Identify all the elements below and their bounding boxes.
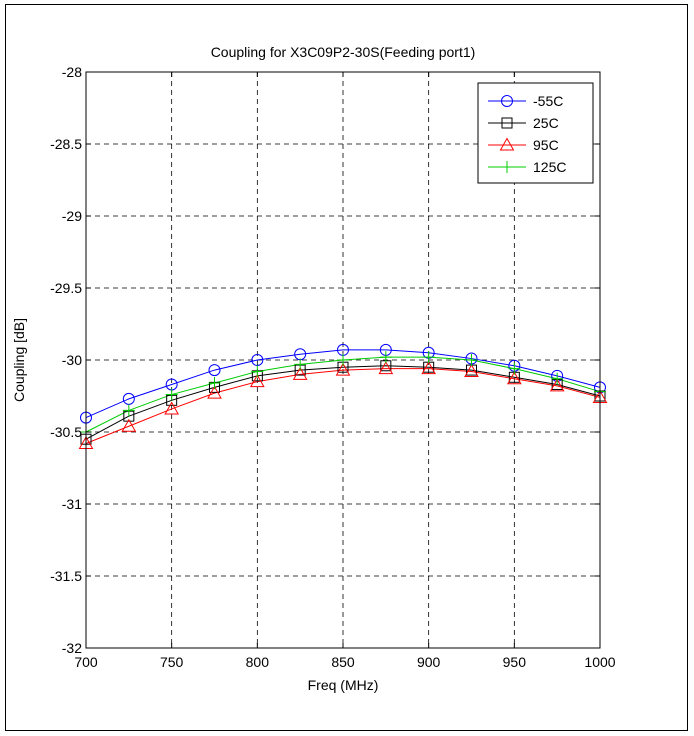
x-tick-label: 900 xyxy=(417,654,441,670)
series-line-125C xyxy=(85,356,601,433)
data-point-95C xyxy=(549,378,565,392)
data-point-95C xyxy=(421,361,437,375)
data-point-125C xyxy=(165,388,178,401)
data-point-125C xyxy=(251,365,264,378)
x-tick-label: 1000 xyxy=(584,654,615,670)
data-point-125C xyxy=(465,354,478,366)
data-point-95C xyxy=(506,371,522,385)
tick-labels: 700 750 800 850 900 950 1000 -32 -31.5 -31 -30.5 -3… xyxy=(50,64,616,670)
data-point-125C xyxy=(379,351,392,364)
data-point-95C xyxy=(164,401,180,415)
data-point-95C xyxy=(292,366,308,380)
legend-label-95C: 95C xyxy=(533,137,559,153)
data-point-95C xyxy=(249,374,265,388)
y-tick-label: -31 xyxy=(62,496,82,512)
x-tick-label: 950 xyxy=(503,654,527,670)
x-tick-label: 700 xyxy=(74,654,98,670)
series-line-95C xyxy=(85,368,601,444)
legend-label--55C: -55C xyxy=(533,93,563,109)
data-point-125C xyxy=(294,358,307,371)
data-point-95C xyxy=(464,364,479,378)
x-tick-label: 800 xyxy=(246,654,270,670)
legend-marker--55C xyxy=(501,95,513,107)
data-point-125C xyxy=(337,354,349,366)
series-line-25C xyxy=(85,365,601,440)
data-point--55C xyxy=(122,392,135,405)
data-point-125C xyxy=(508,362,521,375)
x-tick-label: 750 xyxy=(160,654,184,670)
legend-box xyxy=(477,82,594,184)
data-point-95C xyxy=(378,361,394,375)
data-point-125C xyxy=(122,404,135,417)
y-tick-label: -29.5 xyxy=(50,280,82,296)
data-point-125C xyxy=(551,372,564,385)
axes xyxy=(85,71,601,649)
y-tick-label: -32 xyxy=(62,640,82,656)
data-point-95C xyxy=(207,385,222,399)
data-point--55C xyxy=(208,364,221,377)
y-tick-label: -30 xyxy=(62,352,82,368)
legend: -55C 25C 95C 125C xyxy=(477,82,594,184)
data-point-125C xyxy=(422,351,435,364)
y-tick-label: -28.5 xyxy=(50,136,82,152)
legend-marker-125C xyxy=(501,161,513,173)
legend-label-125C: 125C xyxy=(533,159,566,175)
x-tick-label: 850 xyxy=(331,654,355,670)
chart-title: Coupling for X3C09P2-30S(Feeding port1) xyxy=(211,44,476,60)
legend-marker-95C xyxy=(499,137,515,151)
data-point-95C xyxy=(335,362,351,376)
data-point-95C xyxy=(121,418,137,432)
data-point-125C xyxy=(208,377,221,390)
y-tick-label: -31.5 xyxy=(50,568,82,584)
data-point--55C xyxy=(251,354,264,366)
y-tick-label: -29 xyxy=(62,208,82,224)
y-axis-title: Coupling [dB] xyxy=(11,318,27,402)
y-tick-label: -28 xyxy=(62,64,82,80)
legend-label-25C: 25C xyxy=(533,115,559,131)
legend-marker-25C xyxy=(501,117,513,129)
y-tick-label: -30.5 xyxy=(50,424,82,440)
x-axis-title: Freq (MHz) xyxy=(308,677,379,693)
